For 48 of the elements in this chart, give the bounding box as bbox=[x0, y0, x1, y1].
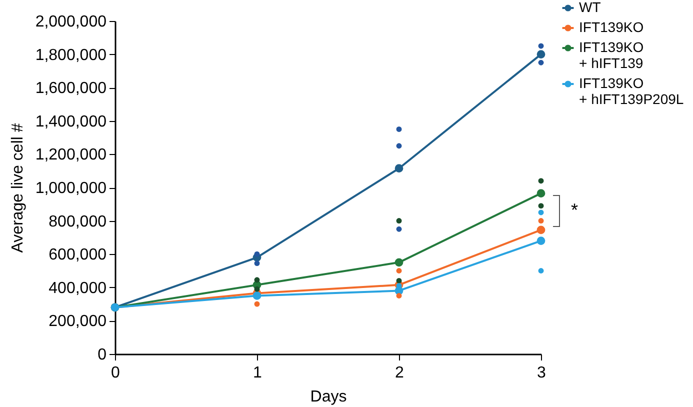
point bbox=[538, 60, 544, 66]
legend-label: IFT139KO + hIFT139 bbox=[579, 39, 644, 71]
point bbox=[394, 258, 404, 267]
point bbox=[396, 226, 402, 232]
x-axis-title: Days bbox=[310, 388, 347, 406]
point bbox=[252, 292, 262, 300]
x-tick-label: 2 bbox=[395, 364, 404, 382]
annotation: * bbox=[571, 200, 578, 220]
point bbox=[254, 286, 260, 292]
y-tick-label: 1,600,000 bbox=[35, 80, 107, 98]
y-tick-label: 1,400,000 bbox=[35, 113, 107, 130]
point bbox=[254, 277, 260, 283]
point bbox=[536, 226, 546, 234]
point bbox=[536, 236, 546, 245]
point bbox=[396, 143, 402, 149]
x-tick-label: 0 bbox=[111, 364, 120, 382]
x-tick-label: 3 bbox=[537, 364, 546, 382]
y-tick-label: 1,000,000 bbox=[35, 180, 107, 197]
point bbox=[254, 301, 260, 307]
point bbox=[396, 292, 402, 298]
y-tick-label: 600,000 bbox=[48, 246, 107, 264]
point bbox=[396, 268, 402, 274]
point bbox=[538, 203, 544, 209]
point bbox=[254, 260, 260, 266]
y-tick-label: 1,800,000 bbox=[35, 46, 107, 64]
y-tick-label: 200,000 bbox=[48, 313, 107, 330]
y-tick-label: 0 bbox=[98, 346, 107, 364]
point bbox=[538, 210, 544, 216]
point bbox=[536, 50, 546, 58]
legend-label: IFT139KO + hIFT139P209L bbox=[579, 75, 684, 107]
legend-label: WT bbox=[579, 0, 602, 15]
y-axis-title: Average live cell # bbox=[9, 123, 26, 253]
point bbox=[396, 278, 402, 284]
point bbox=[396, 126, 402, 132]
point bbox=[538, 178, 544, 184]
y-tick-label: 800,000 bbox=[48, 213, 107, 230]
point bbox=[538, 43, 544, 49]
point bbox=[396, 218, 402, 224]
point bbox=[254, 251, 260, 257]
x-tick-label: 1 bbox=[253, 364, 262, 382]
y-tick-label: 2,000,000 bbox=[35, 14, 107, 30]
point bbox=[536, 189, 546, 198]
point bbox=[538, 218, 544, 224]
y-tick-label: 1,200,000 bbox=[35, 146, 107, 164]
point bbox=[394, 164, 404, 173]
legend-label: IFT139KO bbox=[579, 19, 644, 35]
point bbox=[538, 268, 544, 274]
y-tick-label: 400,000 bbox=[48, 280, 107, 297]
